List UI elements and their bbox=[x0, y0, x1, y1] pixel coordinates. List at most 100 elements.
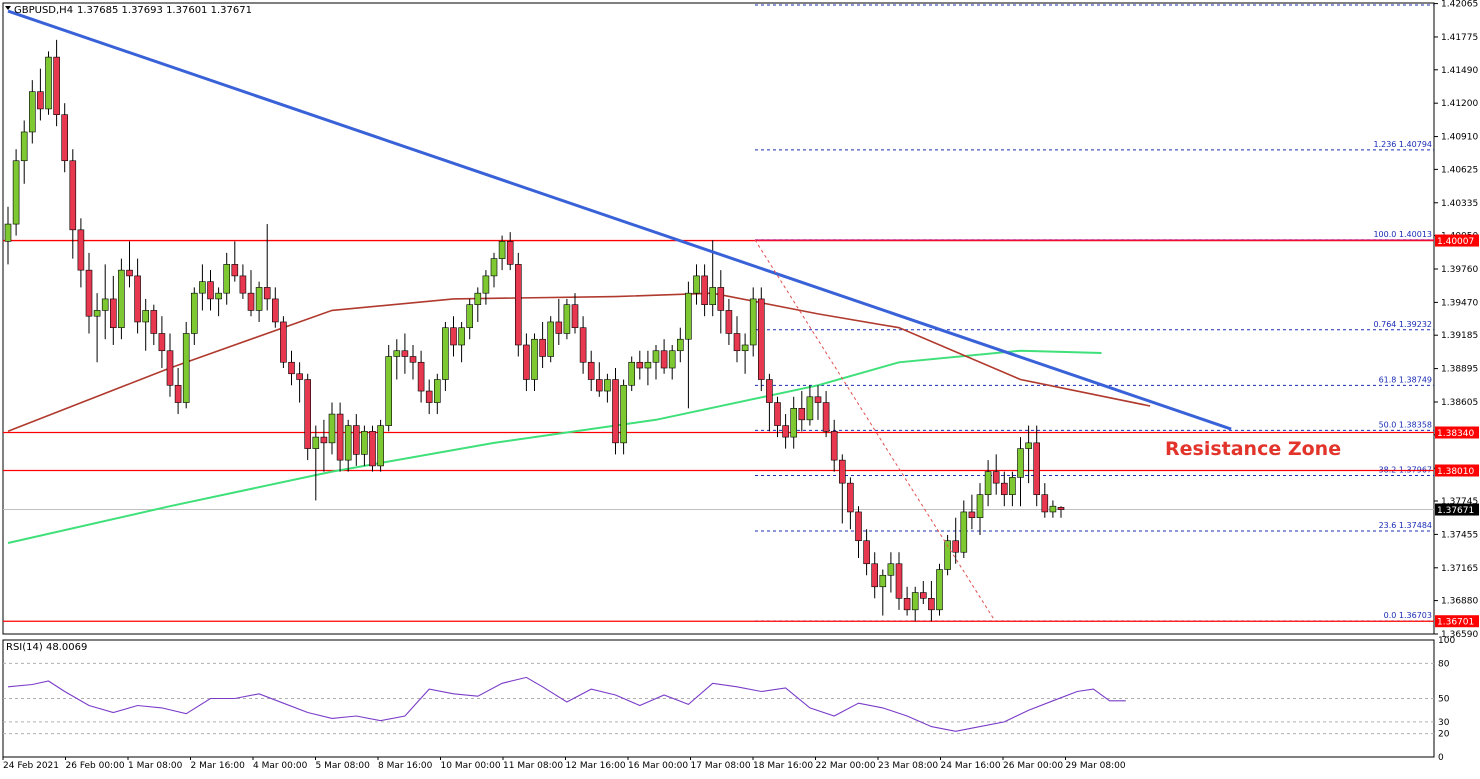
price-pane-frame bbox=[2, 2, 1435, 635]
rsi-axis-label: 30 bbox=[1438, 718, 1450, 728]
price-tick-label: 1.37455 bbox=[1441, 530, 1478, 540]
bearish-candle bbox=[636, 361, 644, 369]
bullish-candle bbox=[1009, 477, 1016, 495]
price-tick-label: 1.38895 bbox=[1441, 365, 1478, 375]
time-tick-label: 23 Mar 08:00 bbox=[878, 761, 938, 771]
bullish-candle bbox=[458, 327, 465, 346]
bullish-candle bbox=[676, 338, 684, 352]
bullish-candle bbox=[344, 425, 352, 461]
bearish-candle bbox=[992, 471, 1000, 484]
price-tick-label: 1.39760 bbox=[1441, 265, 1478, 275]
bullish-candle bbox=[668, 350, 676, 369]
bearish-candle bbox=[207, 281, 214, 300]
resistance-zone-label: Resistance Zone bbox=[1165, 438, 1341, 460]
bearish-candle bbox=[855, 511, 862, 542]
bullish-candle bbox=[652, 350, 660, 363]
bearish-candle bbox=[304, 379, 312, 449]
red-level-tag bbox=[1435, 464, 1479, 477]
bearish-candle bbox=[450, 327, 457, 346]
rsi-axis-label: 20 bbox=[1438, 730, 1450, 740]
bullish-candle bbox=[312, 436, 320, 449]
bearish-candle bbox=[822, 402, 830, 432]
bearish-candle bbox=[280, 321, 287, 363]
bearish-candle bbox=[919, 592, 927, 599]
bearish-candle bbox=[336, 413, 344, 461]
price-tick-label: 1.40625 bbox=[1441, 165, 1478, 175]
bearish-candle bbox=[595, 379, 603, 392]
bearish-candle bbox=[69, 160, 77, 231]
bearish-candle bbox=[417, 361, 425, 392]
bearish-candle bbox=[134, 275, 141, 323]
bullish-candle bbox=[199, 281, 206, 294]
bearish-candle bbox=[717, 287, 725, 311]
bullish-candle bbox=[482, 275, 490, 294]
time-tick-label: 18 Mar 16:00 bbox=[753, 761, 813, 771]
bearish-candle bbox=[952, 540, 960, 553]
bearish-candle bbox=[782, 425, 789, 438]
bullish-candle bbox=[45, 56, 52, 110]
dropdown-triangle-icon[interactable] bbox=[5, 6, 11, 10]
bearish-candle bbox=[506, 241, 514, 265]
bearish-candle bbox=[320, 436, 328, 444]
bearish-candle bbox=[587, 361, 595, 380]
bullish-candle bbox=[741, 344, 749, 352]
bearish-candle bbox=[369, 431, 376, 467]
bullish-candle bbox=[790, 408, 798, 438]
bullish-candle bbox=[118, 269, 125, 329]
bearish-candle bbox=[895, 563, 903, 599]
bullish-candle bbox=[223, 264, 230, 294]
bearish-candle bbox=[612, 379, 619, 444]
bullish-candle bbox=[563, 304, 571, 334]
current-price-tag bbox=[1435, 503, 1479, 516]
rsi-axis-label: 80 bbox=[1438, 659, 1450, 669]
time-tick-label: 11 Mar 08:00 bbox=[503, 761, 563, 771]
bearish-candle bbox=[166, 350, 174, 386]
price-axis: 1.42065 1.41775 1.41490 1.41200 1.40910 1.406… bbox=[1434, 0, 1479, 640]
fib-level-label: 23.6 1.37484 bbox=[1379, 521, 1432, 530]
red-level-tag bbox=[1435, 615, 1479, 628]
bullish-candle bbox=[604, 379, 611, 392]
bullish-candle bbox=[328, 413, 336, 444]
price-tick-label: 1.41200 bbox=[1441, 99, 1478, 109]
bullish-candle bbox=[709, 287, 717, 305]
bearish-candle bbox=[798, 408, 806, 421]
price-tick-label: 1.42065 bbox=[1441, 0, 1478, 10]
time-tick-label: 5 Mar 08:00 bbox=[316, 761, 371, 771]
bullish-candle bbox=[12, 160, 20, 225]
bullish-candle bbox=[1017, 448, 1024, 478]
bullish-candle bbox=[628, 361, 636, 386]
bearish-candle bbox=[701, 275, 708, 305]
bearish-candle bbox=[1041, 494, 1049, 513]
fib-level-label: 1.236 1.40794 bbox=[1373, 140, 1432, 149]
bullish-candle bbox=[255, 287, 263, 311]
ohlc-readout: 1.37685 1.37693 1.37601 1.37671 bbox=[77, 5, 252, 16]
bearish-candle bbox=[847, 482, 854, 513]
red-moving-average bbox=[7, 292, 1151, 433]
bullish-candle bbox=[911, 592, 919, 611]
time-tick-label: 24 Feb 2021 bbox=[3, 761, 59, 771]
time-tick-label: 26 Feb 00:00 bbox=[66, 761, 125, 771]
bullish-candle bbox=[936, 569, 943, 611]
bearish-candle bbox=[579, 327, 587, 363]
red-level-tag bbox=[1435, 426, 1479, 439]
bullish-candle bbox=[887, 563, 895, 576]
bearish-candle bbox=[863, 540, 870, 565]
bearish-candle bbox=[85, 269, 93, 317]
bearish-candle bbox=[523, 344, 530, 380]
bearish-candle bbox=[158, 333, 166, 352]
bearish-candle bbox=[352, 425, 360, 455]
bearish-candle bbox=[1057, 507, 1065, 510]
moving-averages bbox=[7, 292, 1151, 544]
price-tick-label: 1.39185 bbox=[1441, 331, 1478, 341]
price-tick-label: 1.37745 bbox=[1441, 497, 1478, 507]
bearish-candle bbox=[774, 402, 781, 426]
current-price-tag-label: 1.37671 bbox=[1437, 506, 1474, 516]
price-tick-label: 1.38605 bbox=[1441, 398, 1478, 408]
bearish-candle bbox=[296, 373, 303, 380]
bearish-candle bbox=[263, 287, 271, 300]
bearish-candle bbox=[239, 275, 247, 294]
bullish-candle bbox=[93, 310, 101, 317]
